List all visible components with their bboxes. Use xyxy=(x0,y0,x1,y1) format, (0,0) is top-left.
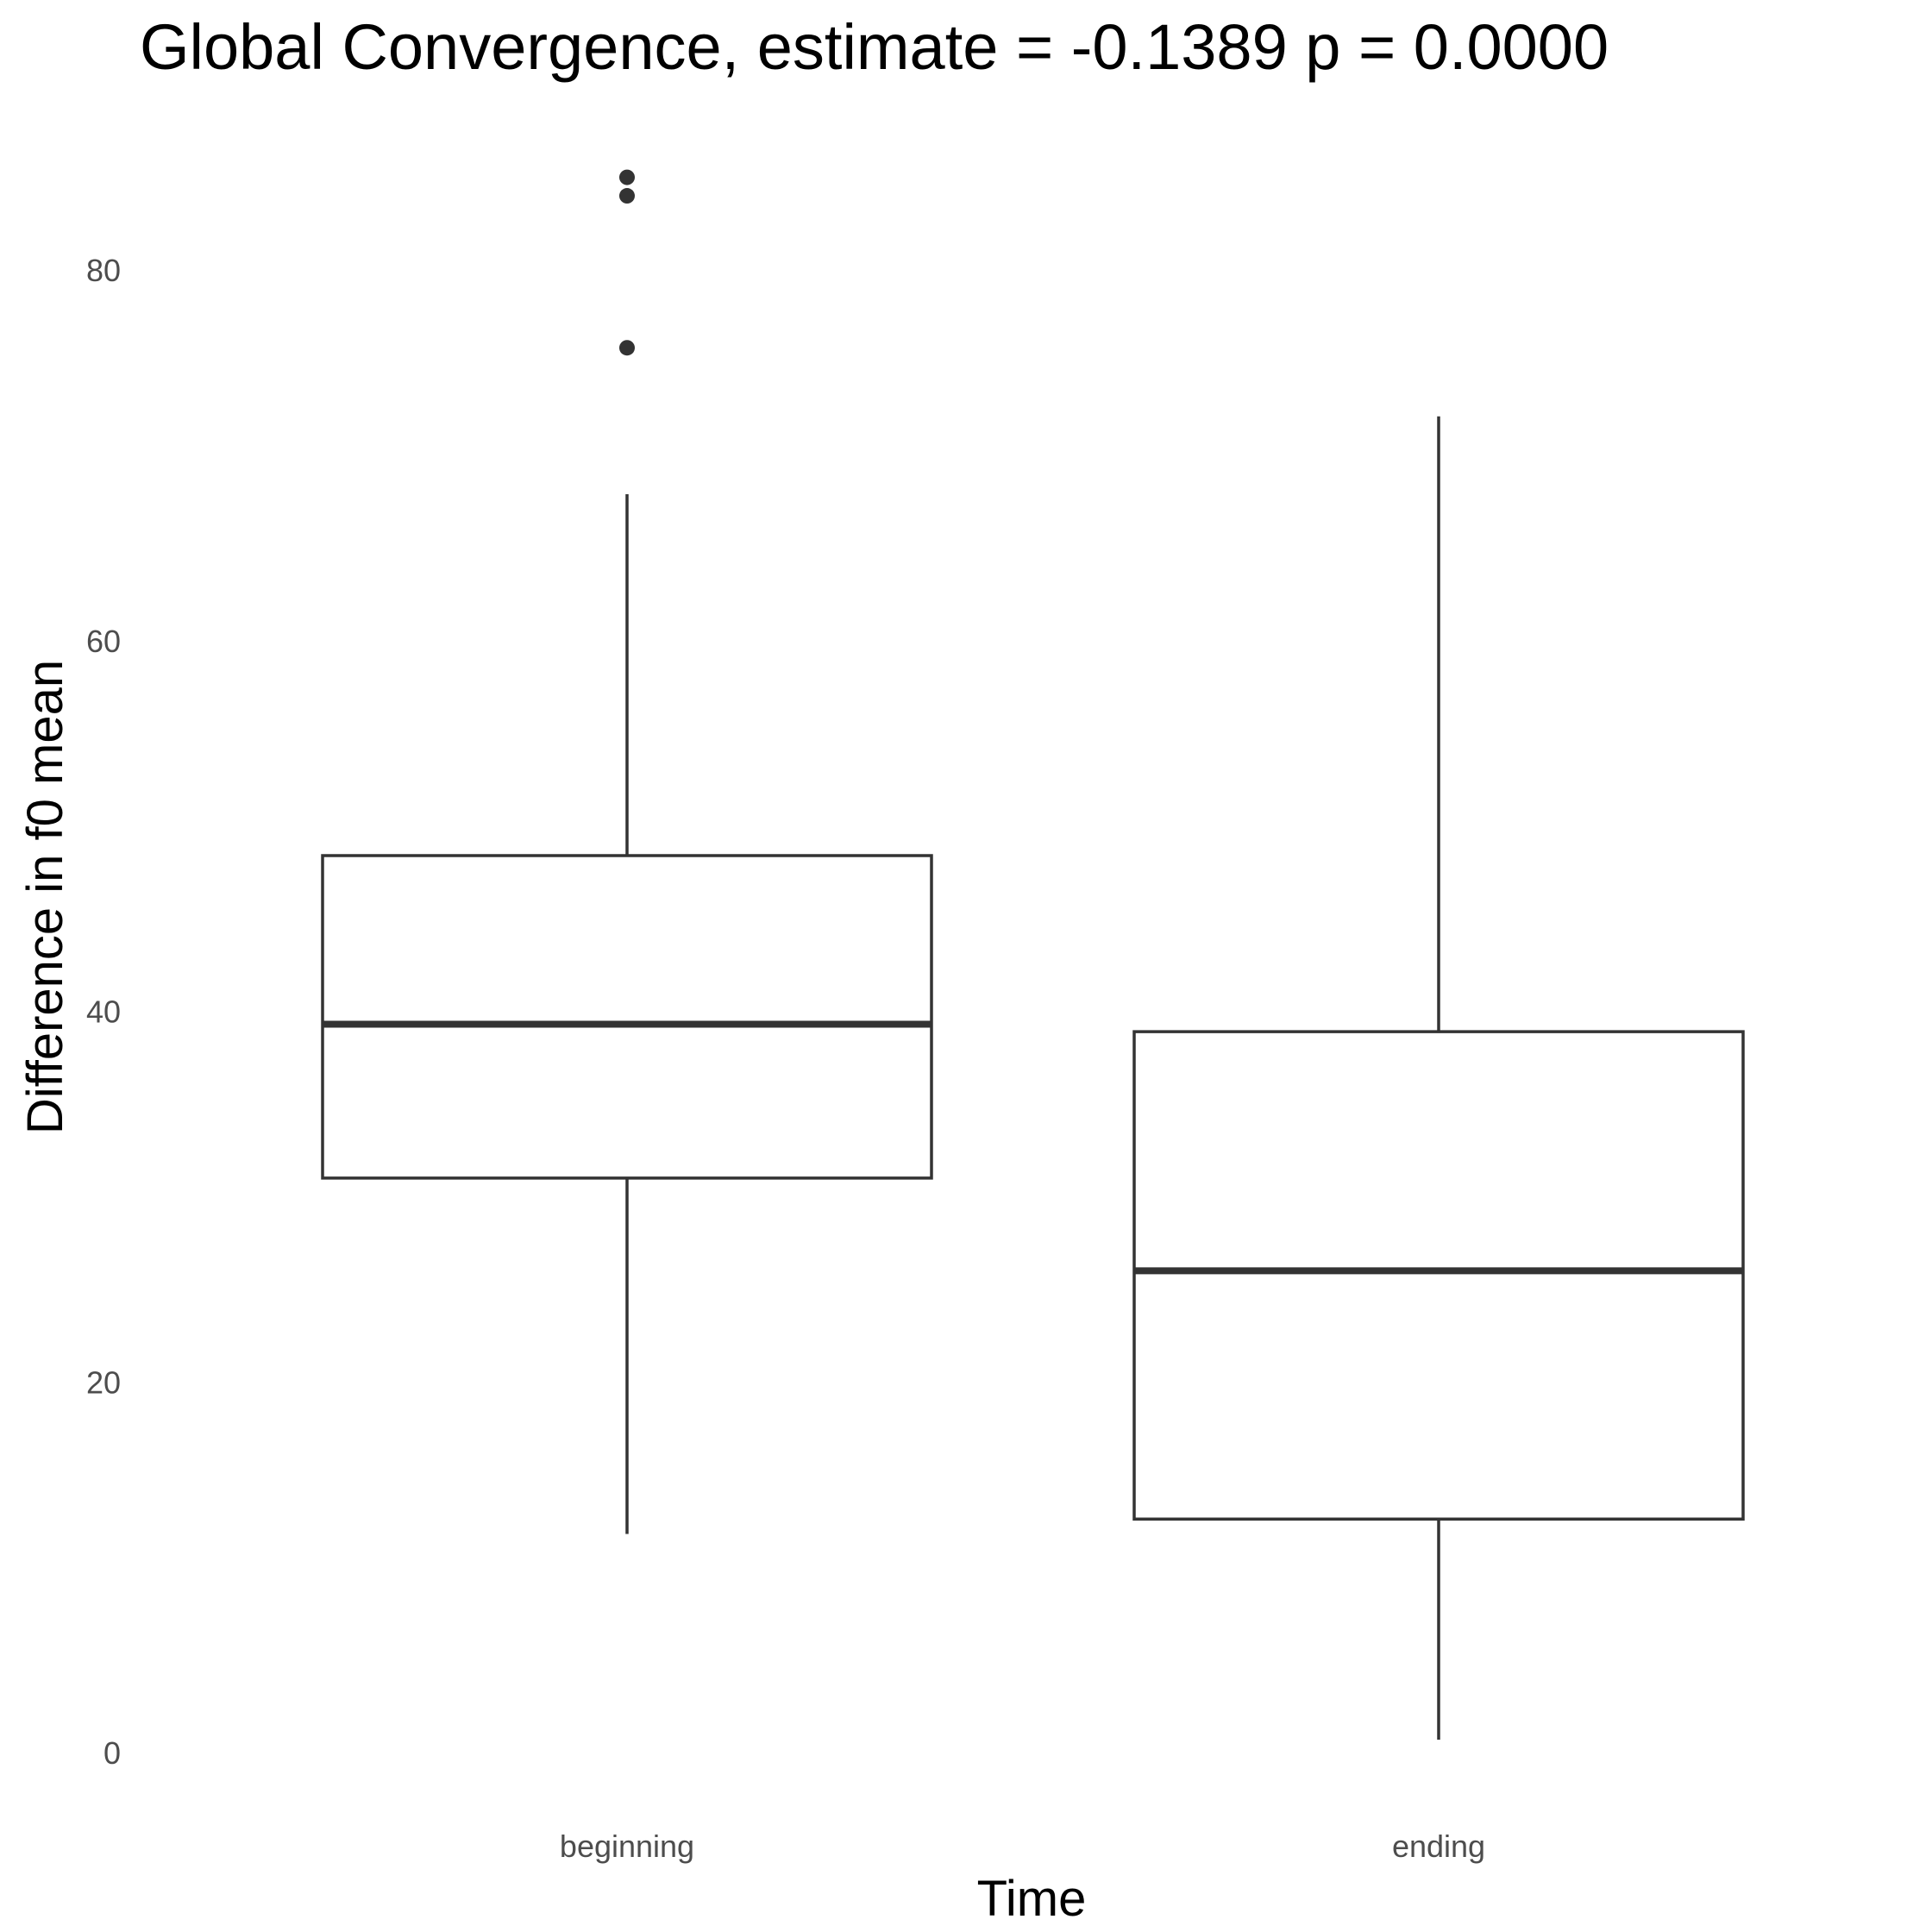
y-axis-title: Difference in f0 mean xyxy=(17,660,73,1134)
y-tick-label: 80 xyxy=(86,253,121,288)
outlier-point xyxy=(619,340,635,356)
iqr-box xyxy=(1132,1030,1745,1521)
x-tick-label: beginning xyxy=(560,1828,694,1864)
x-axis-ticks: beginning ending xyxy=(560,1828,1485,1864)
chart-title: Global Convergence, estimate = -0.1389 p… xyxy=(140,11,1609,83)
x-tick-label: ending xyxy=(1392,1828,1485,1864)
y-axis-ticks: 0 20 40 60 80 xyxy=(86,253,121,1771)
outlier-point xyxy=(619,169,635,185)
y-tick-label: 0 xyxy=(104,1735,121,1771)
plot-area xyxy=(321,169,1745,1740)
y-tick-label: 40 xyxy=(86,994,121,1030)
y-tick-label: 60 xyxy=(86,624,121,659)
x-axis-title: Time xyxy=(977,1871,1087,1927)
box-beginning xyxy=(321,169,933,1534)
box-ending xyxy=(1132,416,1745,1740)
y-tick-label: 20 xyxy=(86,1364,121,1400)
outlier-point xyxy=(619,188,635,204)
iqr-box xyxy=(321,854,933,1180)
